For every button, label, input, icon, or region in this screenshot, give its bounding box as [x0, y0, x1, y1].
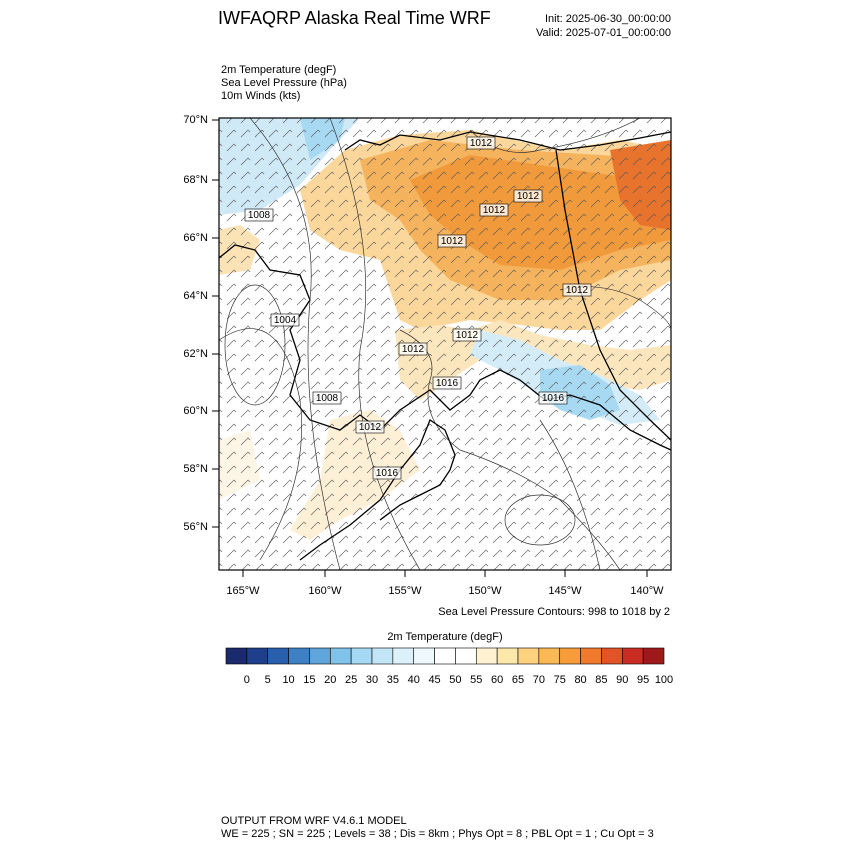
colorbar-label: 70 [533, 674, 545, 686]
colorbar-label: 50 [449, 674, 461, 686]
colorbar-swatch [455, 647, 477, 665]
valid-time: Valid: 2025-07-01_00:00:00 [536, 27, 671, 39]
contour-label-box [538, 391, 568, 405]
colorbar-swatch [246, 647, 269, 665]
contour-label: 1012 [470, 138, 493, 149]
colorbar-swatch [288, 647, 310, 665]
contour-label-box [479, 203, 509, 217]
contour-label: 1012 [441, 236, 464, 247]
lat-label: 70°N [183, 114, 208, 126]
lon-label: 145°W [548, 585, 582, 597]
colorbar-label: 60 [491, 674, 503, 686]
title: IWFAQRP Alaska Real Time WRF [218, 8, 491, 28]
contour-label: 1012 [566, 285, 589, 296]
contour-label-box [432, 376, 462, 390]
contour-label: 1016 [542, 393, 565, 404]
lat-label: 66°N [183, 232, 208, 244]
contour-label-box [372, 466, 402, 480]
contour-label-box [466, 136, 496, 150]
colorbar-label: 100 [655, 674, 673, 686]
colorbar-swatch [496, 647, 519, 665]
contour-label-box [398, 342, 428, 356]
contour-label: 1016 [376, 468, 399, 479]
lat-label: 62°N [183, 348, 208, 360]
field-label: 2m Temperature (degF) [221, 64, 336, 76]
colorbar-swatch [475, 647, 498, 665]
lat-label: 60°N [183, 405, 208, 417]
lat-label: 64°N [183, 290, 208, 302]
colorbar-swatch [538, 647, 561, 665]
colorbar-swatch [517, 647, 540, 665]
colorbar-label: 25 [345, 674, 357, 686]
colorbar-swatch [350, 647, 373, 665]
colorbar-label: 45 [428, 674, 440, 686]
lon-label: 140°W [630, 585, 664, 597]
footer-line: WE = 225 ; SN = 225 ; Levels = 38 ; Dis … [221, 828, 654, 840]
colorbar-label: 15 [303, 674, 315, 686]
colorbar-label: 5 [265, 674, 271, 686]
colorbar-label: 95 [637, 674, 649, 686]
map [219, 118, 671, 570]
colorbar: 0 5 10 15 20 25 30 35 40 45 50 55 60 65 70 75 80 85 90 95 10… [225, 647, 673, 686]
contour-label-box [452, 328, 482, 342]
contour-label: 1012 [517, 191, 540, 202]
colorbar-swatch [371, 647, 394, 665]
lat-label: 58°N [183, 463, 208, 475]
contour-label: 1012 [483, 205, 506, 216]
contour-note: Sea Level Pressure Contours: 998 to 1018… [438, 606, 670, 618]
colorbar-swatch [559, 647, 581, 665]
contour-label-box [244, 208, 274, 222]
contour-label-box [513, 189, 543, 203]
colorbar-label: 55 [470, 674, 482, 686]
map-frame [218, 117, 672, 571]
lon-label: 165°W [226, 585, 260, 597]
colorbar-swatch [601, 647, 623, 665]
colorbar-title: 2m Temperature (degF) [387, 631, 502, 643]
colorbar-swatch [580, 647, 602, 665]
contour-label: 1008 [316, 393, 339, 404]
colorbar-swatch [309, 647, 331, 665]
contour-label: 1012 [456, 330, 479, 341]
colorbar-label: 85 [595, 674, 607, 686]
contour-label: 1012 [402, 344, 425, 355]
field-label: Sea Level Pressure (hPa) [221, 77, 347, 89]
contour-label-box [437, 234, 467, 248]
colorbar-label: 10 [282, 674, 294, 686]
contour-label-box [562, 283, 592, 297]
map-labels: 70°N 68°N 66°N 64°N 62°N 60°N 58°N 56°N 165°W 160… [183, 114, 664, 597]
lat-label: 56°N [183, 521, 208, 533]
colorbar-swatch [329, 647, 352, 665]
contour-label: 1004 [274, 315, 297, 326]
colorbar-swatch [642, 647, 665, 665]
colorbar-swatch [413, 647, 435, 665]
init-time: Init: 2025-06-30_00:00:00 [545, 13, 671, 25]
colorbar-swatch [434, 647, 456, 665]
colorbar-swatch [267, 647, 289, 665]
colorbar-swatch [621, 647, 644, 665]
contour-label: 1008 [248, 210, 271, 221]
contour-label-box [355, 420, 385, 434]
colorbar-swatch [225, 647, 248, 665]
colorbar-label: 75 [554, 674, 566, 686]
field-label: 10m Winds (kts) [221, 90, 300, 102]
colorbar-label: 80 [574, 674, 586, 686]
lat-label: 68°N [183, 174, 208, 186]
colorbar-label: 65 [512, 674, 524, 686]
contour-label-box [312, 391, 342, 405]
contour-label-box [270, 313, 300, 327]
colorbar-label: 40 [408, 674, 420, 686]
footer-line: OUTPUT FROM WRF V4.6.1 MODEL [221, 815, 407, 827]
colorbar-label: 20 [324, 674, 336, 686]
colorbar-label: 90 [616, 674, 628, 686]
lon-label: 160°W [308, 585, 342, 597]
colorbar-swatch [392, 647, 415, 665]
lon-label: 155°W [388, 585, 422, 597]
colorbar-label: 0 [244, 674, 250, 686]
colorbar-label: 35 [387, 674, 399, 686]
contour-label: 1016 [436, 378, 459, 389]
lon-label: 150°W [468, 585, 502, 597]
contour-label: 1012 [359, 422, 382, 433]
colorbar-label: 30 [366, 674, 378, 686]
